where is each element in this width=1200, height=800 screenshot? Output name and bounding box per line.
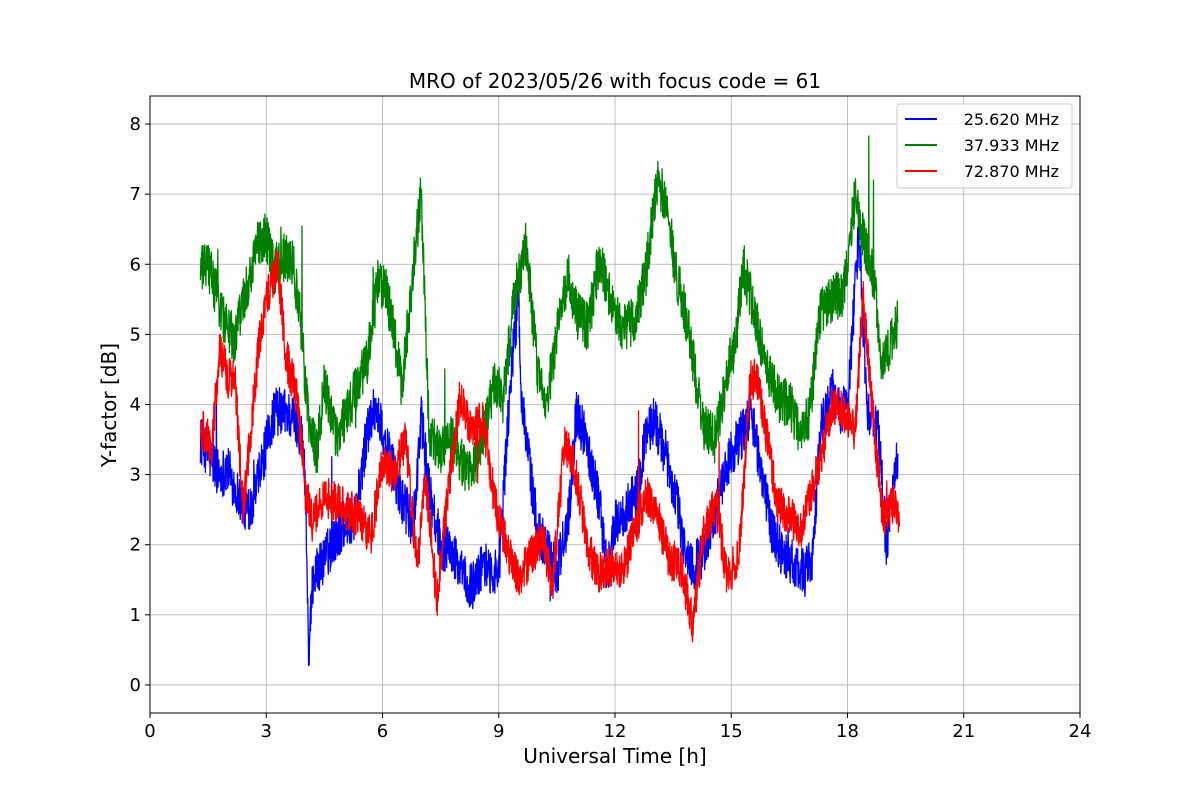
x-tick-label: 21: [952, 721, 975, 742]
y-tick-label: 1: [130, 605, 141, 626]
y-tick-label: 3: [130, 465, 141, 486]
legend: 25.620 MHz 37.933 MHz 72.870 MHz: [896, 103, 1073, 189]
x-tick-label: 15: [720, 721, 743, 742]
y-tick-label: 7: [130, 184, 141, 205]
x-axis-ticks: 0 3 6 9 12 15 18 21 24: [144, 713, 1091, 742]
y-tick-label: 4: [130, 395, 141, 416]
x-tick-label: 24: [1069, 721, 1092, 742]
legend-box: [896, 103, 1073, 189]
series-line: [199, 135, 899, 492]
chart-title: MRO of 2023/05/26 with focus code = 61: [409, 69, 821, 93]
y-tick-label: 6: [130, 254, 141, 275]
legend-label: 72.870 MHz: [964, 162, 1059, 181]
x-tick-label: 3: [261, 721, 272, 742]
x-axis-label: Universal Time [h]: [523, 744, 706, 768]
y-axis-ticks: 0 1 2 3 4 5 6 7 8: [130, 114, 150, 696]
series-line: [199, 249, 901, 643]
y-tick-label: 0: [130, 675, 141, 696]
x-tick-label: 0: [144, 721, 155, 742]
x-tick-label: 12: [604, 721, 627, 742]
x-tick-label: 9: [493, 721, 504, 742]
series-layer: [199, 135, 901, 667]
legend-label: 37.933 MHz: [964, 136, 1059, 155]
y-tick-label: 5: [130, 324, 141, 345]
x-tick-label: 18: [836, 721, 859, 742]
y-axis-label: Y-factor [dB]: [97, 343, 121, 468]
legend-label: 25.620 MHz: [964, 110, 1059, 129]
y-tick-label: 8: [130, 114, 141, 135]
x-tick-label: 6: [377, 721, 388, 742]
y-tick-label: 2: [130, 535, 141, 556]
